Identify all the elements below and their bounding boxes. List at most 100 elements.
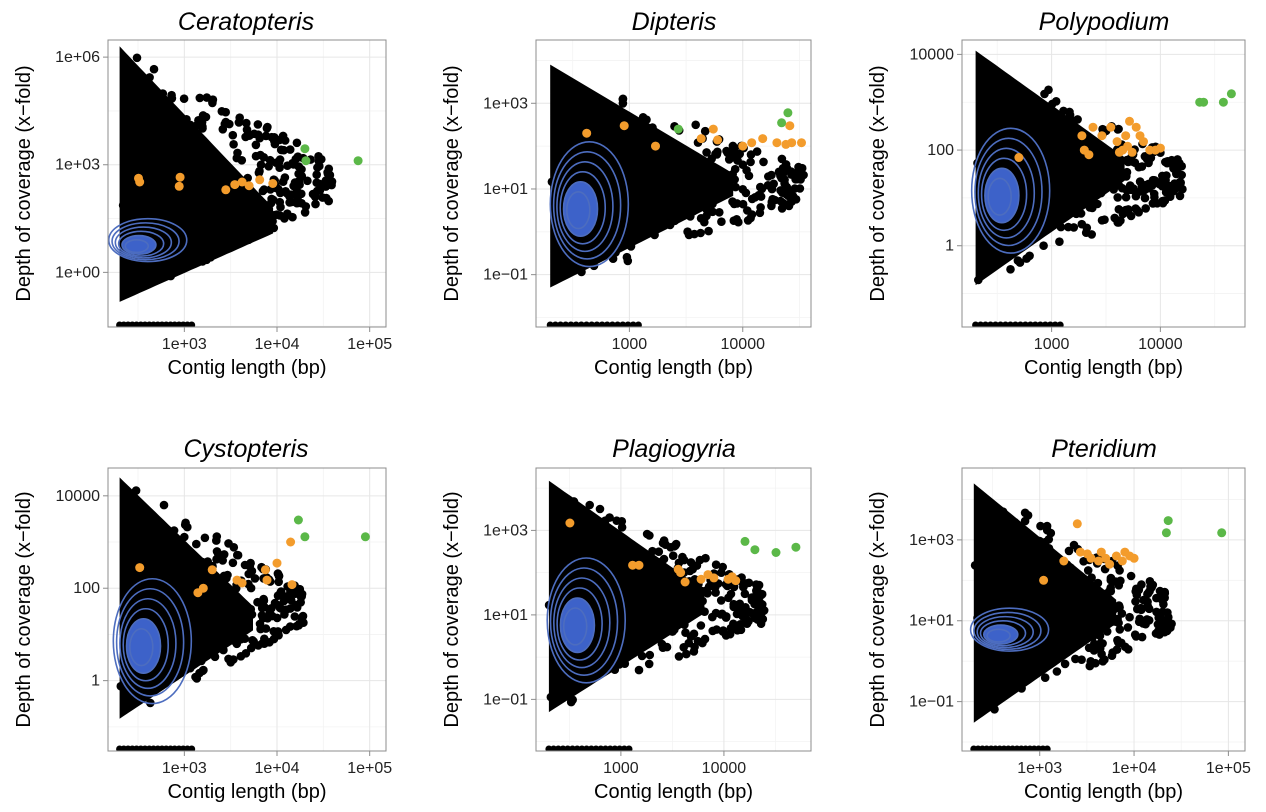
bulk-point (1095, 644, 1105, 653)
bulk-point (218, 125, 228, 134)
bulk-point (990, 705, 999, 714)
bulk-point (1076, 585, 1085, 594)
orange-point (1155, 143, 1165, 153)
contour-line (114, 226, 173, 259)
bulk-point (1020, 508, 1030, 518)
plot-frame (107, 467, 387, 752)
y-axis-label: Depth of coverage (x−fold) (867, 491, 889, 727)
contour-line (986, 628, 1011, 643)
bulk-point (1115, 625, 1125, 634)
bulk-point (999, 584, 1009, 594)
bulk-point (700, 634, 710, 644)
bulk-point (251, 219, 260, 228)
zero-depth-point (619, 321, 627, 327)
bulk-point (1163, 618, 1173, 628)
contour-line (119, 597, 177, 690)
bulk-point (1103, 179, 1112, 189)
orange-point (135, 563, 145, 573)
bulk-point (700, 217, 709, 227)
bulk-point (219, 550, 229, 559)
bulk-point (158, 599, 168, 609)
bulk-point (795, 184, 805, 193)
bulk-point (122, 260, 131, 270)
bulk-point (1131, 597, 1140, 606)
bulk-point (981, 594, 991, 604)
bulk-point (698, 596, 707, 606)
bulk-point (226, 631, 235, 641)
bulk-point (711, 560, 721, 569)
green-point (293, 515, 303, 525)
bulk-point (1175, 158, 1184, 168)
bulk-point (998, 507, 1008, 516)
x-axis-label: Contig length (bp) (168, 357, 327, 379)
bulk-point (578, 97, 587, 106)
bulk-point (1141, 204, 1150, 213)
bulk-point (217, 107, 227, 116)
bulk-point (160, 102, 169, 111)
bulk-point (203, 602, 213, 612)
bulk-point (558, 524, 567, 534)
green-point (783, 108, 793, 118)
orange-point (1039, 575, 1049, 585)
bulk-point (1060, 659, 1070, 669)
bulk-point (696, 187, 706, 196)
bulk-point (735, 599, 745, 609)
bulk-point (181, 120, 190, 129)
orange-point (1131, 122, 1141, 132)
density-contours (108, 217, 188, 263)
bulk-point (209, 198, 218, 208)
orange-point (272, 558, 282, 568)
contour-line (556, 587, 603, 661)
bulk-point (574, 681, 584, 691)
bulk-point (1158, 607, 1167, 617)
contour-line (108, 217, 188, 263)
bulk-point (729, 199, 739, 209)
orange-point (262, 575, 272, 585)
panel-ceratopteris: 1e+03 1e+04 1e+05 1e+00 1e+03 1e+06 Ceratopter… (13, 8, 392, 379)
y-tick-label: 100 (73, 580, 100, 597)
bulk-point (984, 70, 994, 79)
green-point (777, 118, 787, 128)
bulk-point (1177, 170, 1186, 180)
orange-point (221, 185, 231, 195)
contour-line (553, 577, 611, 669)
zero-depth-point (546, 321, 554, 327)
bulk-point (226, 592, 236, 601)
bulk-point (262, 124, 272, 133)
bulk-point (631, 129, 640, 139)
y-tick-label: 1 (945, 238, 954, 255)
bulk-point (223, 609, 233, 619)
bulk-point (1025, 539, 1034, 549)
bulk-point (554, 270, 564, 280)
bulk-point (1091, 174, 1100, 183)
bulk-point (133, 593, 142, 602)
bulk-point (978, 616, 987, 625)
bulk-point (717, 217, 726, 226)
bulk-point (195, 93, 205, 103)
bulk-point (999, 229, 1008, 238)
bulk-point (579, 570, 589, 579)
bulk-point (125, 554, 135, 564)
bulk-point (643, 225, 652, 235)
bulk-point (180, 532, 189, 542)
bulk-point (186, 553, 196, 562)
bulk-point (1057, 620, 1066, 629)
bulk-point (668, 551, 678, 560)
bulk-point (1134, 208, 1143, 217)
bulk-point (674, 652, 684, 661)
bulk-point (1064, 222, 1073, 232)
bulk-point (210, 618, 219, 628)
bulk-point (696, 228, 705, 238)
green-points (1195, 89, 1236, 107)
bulk-point (645, 581, 654, 591)
bulk-point (586, 569, 595, 578)
bulk-point (628, 576, 637, 586)
bulk-point (221, 215, 230, 224)
bulk-point (1073, 197, 1083, 207)
green-point (1218, 97, 1228, 107)
bulk-point (1118, 209, 1128, 219)
bulk-point (585, 500, 594, 510)
bulk-point (212, 532, 222, 541)
contour-line (549, 140, 630, 268)
contour-line (549, 567, 619, 677)
